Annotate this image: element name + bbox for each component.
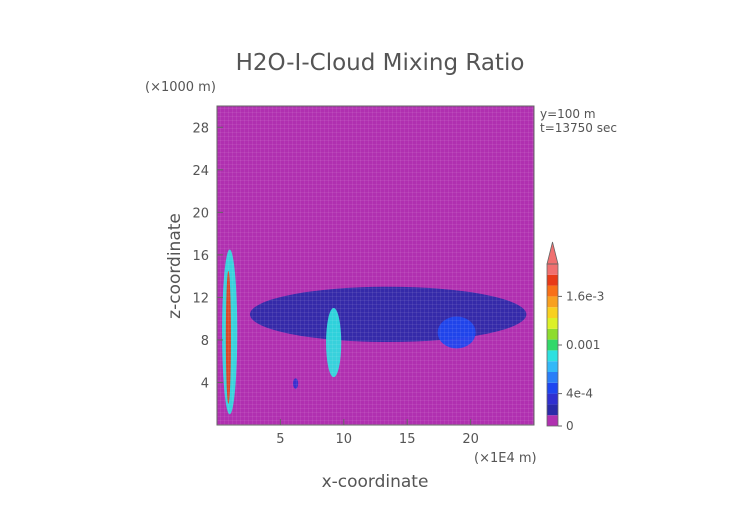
colorbar-segment [547, 264, 558, 275]
y-tick-label: 24 [192, 164, 209, 179]
colorbar-segment [547, 350, 558, 362]
plot-frame [216, 105, 535, 426]
colorbar-segment [547, 404, 558, 416]
colorbar-extend-arrow [546, 241, 559, 265]
x-tick-label: 5 [276, 432, 284, 447]
y-tick-label: 20 [192, 206, 209, 221]
colorbar-label: 4e-4 [566, 387, 593, 401]
colorbar-segment [547, 361, 558, 372]
chart-title: H2O-I-Cloud Mixing Ratio [236, 50, 525, 76]
colorbar-segment [547, 296, 558, 308]
colorbar-segment [547, 328, 558, 340]
y-unit-label: (×1000 m) [145, 80, 216, 95]
colorbar-segment [547, 318, 558, 329]
colorbar-segment [547, 307, 558, 318]
x-tick-label: 10 [336, 432, 353, 447]
plot-area [216, 105, 535, 426]
y-tick-label: 4 [201, 376, 209, 391]
y-axis: 4 8 12 16 20 24 28 [192, 121, 223, 391]
x-unit-label: (×1E4 m) [474, 451, 537, 466]
colorbar-segment [547, 393, 558, 405]
x-axis-label: x-coordinate [322, 472, 429, 492]
colorbar-segment [547, 339, 558, 351]
y-tick-label: 8 [201, 334, 209, 349]
x-tick-label: 20 [462, 432, 479, 447]
colorbar-segment [547, 274, 558, 286]
y-tick-label: 28 [192, 121, 209, 136]
colorbar-segment [547, 372, 558, 383]
plot-grid-texture [217, 106, 534, 425]
colorbar-segment [547, 285, 558, 297]
colorbar-segment [547, 382, 558, 394]
y-tick-label: 16 [192, 249, 209, 264]
colorbar-label: 1.6e-3 [566, 289, 604, 303]
colorbar-label: 0 [566, 419, 574, 433]
info-line-1: y=100 m [540, 107, 596, 121]
colorbar-segment [547, 415, 558, 426]
x-tick-label: 15 [399, 432, 416, 447]
y-axis-label: z-coordinate [165, 213, 185, 319]
colorbar: 0 4e-4 0.001 1.6e-3 [546, 241, 604, 433]
x-axis: 5 10 15 20 [276, 419, 479, 447]
y-tick-label: 12 [192, 291, 209, 306]
info-line-2: t=13750 sec [540, 121, 617, 135]
colorbar-label: 0.001 [566, 338, 600, 352]
